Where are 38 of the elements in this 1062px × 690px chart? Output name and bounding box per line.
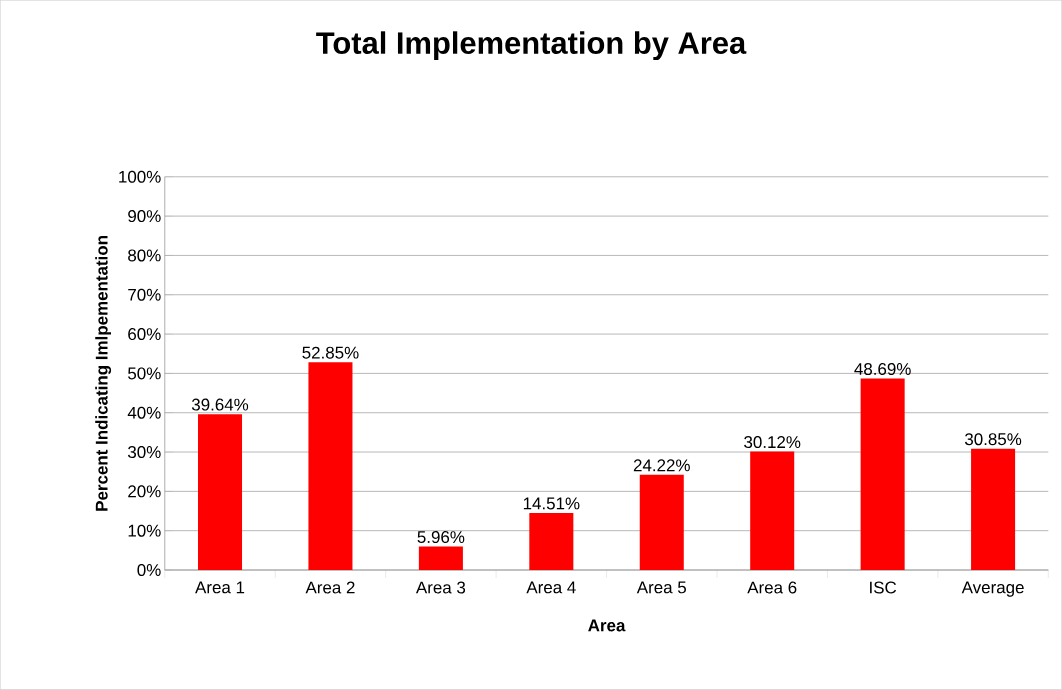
data-label: 39.64% bbox=[191, 398, 249, 411]
data-label: 14.51% bbox=[523, 497, 580, 510]
bar bbox=[750, 451, 795, 571]
bar bbox=[418, 546, 463, 571]
x-tick-label: ISC bbox=[870, 581, 897, 594]
bar bbox=[529, 513, 574, 571]
y-tick-label: 80% bbox=[128, 249, 161, 262]
data-label: 24.22% bbox=[633, 459, 690, 472]
x-tick-label: Area 4 bbox=[526, 581, 576, 594]
data-label: 52.85% bbox=[302, 346, 359, 359]
bar bbox=[198, 414, 243, 571]
y-tick-label: 70% bbox=[128, 288, 161, 301]
bar bbox=[308, 362, 353, 571]
chart-title: Total Implementation by Area bbox=[316, 31, 747, 61]
x-tick-label: Area 6 bbox=[747, 581, 797, 594]
y-tick-label: 10% bbox=[128, 524, 161, 537]
y-tick-label: 20% bbox=[128, 485, 161, 498]
y-tick-label: 50% bbox=[128, 367, 161, 380]
x-tick-label: Area 5 bbox=[636, 581, 686, 594]
x-tick-label: Area 1 bbox=[195, 581, 245, 594]
x-axis-title: Area bbox=[588, 619, 626, 632]
y-tick-label: 90% bbox=[128, 210, 161, 223]
x-tick-label: Average bbox=[961, 581, 1024, 597]
y-tick-label: 30% bbox=[128, 446, 161, 459]
y-tick-label: 0% bbox=[137, 564, 161, 577]
data-label: 30.12% bbox=[744, 436, 801, 449]
x-tick-label: Area 3 bbox=[415, 581, 466, 594]
x-tick-label: Area 2 bbox=[305, 581, 355, 594]
y-tick-label: 40% bbox=[127, 406, 161, 419]
data-label: 30.85% bbox=[964, 433, 1022, 446]
y-axis-title: Percent Indicating Imlpementation bbox=[95, 236, 112, 511]
bar bbox=[971, 448, 1016, 571]
y-tick-label: 100% bbox=[119, 170, 161, 183]
bar bbox=[639, 474, 684, 571]
y-tick-label: 60% bbox=[128, 328, 161, 341]
data-label: 5.96% bbox=[417, 531, 465, 544]
bar bbox=[860, 378, 905, 571]
data-label: 48.69% bbox=[854, 363, 911, 376]
